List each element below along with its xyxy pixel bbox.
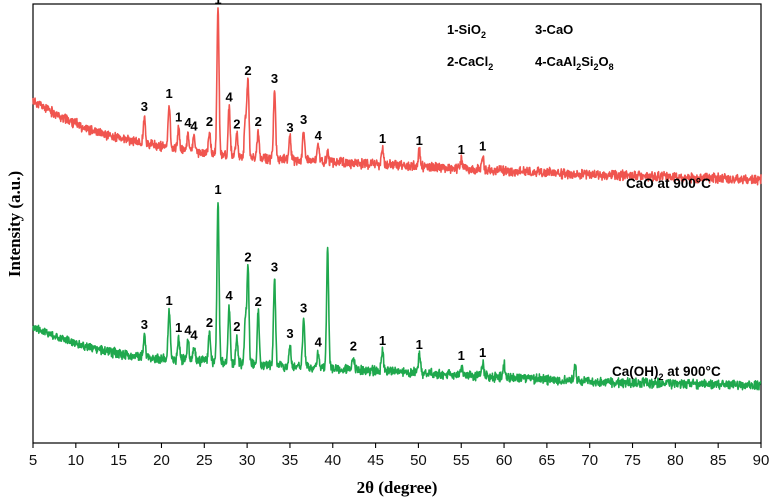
- series-label-cao: CaO at 900°C: [626, 176, 711, 191]
- peak-label: 1: [479, 345, 486, 360]
- x-tick-label: 20: [153, 452, 170, 469]
- series-label-caoh2: Ca(OH)2 at 900°C: [612, 364, 721, 382]
- peak-label: 1: [175, 320, 182, 335]
- peak-label: 2: [206, 114, 213, 129]
- peak-label: 4: [315, 334, 323, 349]
- peak-label: 2: [255, 114, 262, 129]
- peak-label: 1: [214, 182, 221, 197]
- peak-label: 1: [479, 139, 486, 154]
- x-axis-title: 2θ (degree): [357, 478, 438, 497]
- series-line-cao: [32, 7, 762, 186]
- peak-label: 4: [226, 90, 234, 105]
- x-tick-label: 75: [624, 452, 641, 469]
- peak-label: 1: [379, 131, 386, 146]
- peak-label-layer: 311442142223334111131144214222333421111: [141, 0, 487, 363]
- x-tick-label: 25: [196, 452, 213, 469]
- x-tick-label: 55: [453, 452, 470, 469]
- peak-label: 2: [206, 315, 213, 330]
- peak-label: 3: [141, 317, 148, 332]
- x-tick-label: 30: [239, 452, 256, 469]
- peak-label: 4: [190, 118, 198, 133]
- peak-label: 1: [214, 0, 221, 7]
- legend-entry-sio2: 1-SiO2: [447, 22, 486, 40]
- x-tick-label: 5: [29, 452, 37, 469]
- peak-label: 1: [458, 348, 465, 363]
- x-tick-label: 85: [710, 452, 727, 469]
- plot-frame: [32, 3, 762, 444]
- peak-label: 1: [379, 333, 386, 348]
- x-tick-label: 50: [410, 452, 427, 469]
- peak-label: 4: [190, 327, 198, 342]
- peak-label: 4: [315, 128, 323, 143]
- series-layer: [32, 7, 762, 391]
- peak-label: 4: [226, 288, 234, 303]
- peak-label: 3: [286, 326, 293, 341]
- peak-label: 3: [300, 301, 307, 316]
- series-line-caoh2: [32, 201, 762, 391]
- x-tick-label: 45: [367, 452, 384, 469]
- peak-label: 3: [271, 71, 278, 86]
- peak-label: 2: [255, 294, 262, 309]
- peak-label: 1: [166, 293, 173, 308]
- legend-entry-caal2si2o8: 4-CaAl2Si2O8: [535, 54, 614, 72]
- peak-label: 1: [458, 142, 465, 157]
- peak-label: 1: [166, 86, 173, 101]
- peak-label: 3: [271, 260, 278, 275]
- peak-label: 2: [350, 338, 357, 353]
- peak-label: 4: [184, 323, 192, 338]
- legend-entry-cacl2: 2-CaCl2: [447, 54, 493, 72]
- x-tick-label: 80: [667, 452, 684, 469]
- x-tick-label: 15: [110, 452, 127, 469]
- x-tick-label: 40: [324, 452, 341, 469]
- peak-label: 1: [416, 337, 423, 352]
- peak-label: 4: [184, 115, 192, 130]
- peak-label: 2: [233, 117, 240, 132]
- legend: 1-SiO2 3-CaO 2-CaCl2 4-CaAl2Si2O8: [447, 22, 614, 72]
- x-tick-label: 90: [753, 452, 770, 469]
- y-axis-title: Intensity (a.u.): [5, 171, 24, 277]
- x-tick-label: 65: [539, 452, 556, 469]
- peak-label: 3: [141, 99, 148, 114]
- x-tick-label: 60: [496, 452, 513, 469]
- legend-entry-cao: 3-CaO: [535, 22, 573, 37]
- peak-label: 2: [244, 63, 251, 78]
- peak-label: 1: [416, 133, 423, 148]
- peak-label: 3: [286, 120, 293, 135]
- peak-label: 3: [300, 112, 307, 127]
- x-tick-label: 70: [581, 452, 598, 469]
- x-tick-label: 35: [282, 452, 299, 469]
- peak-label: 2: [233, 319, 240, 334]
- peak-label: 1: [175, 109, 182, 124]
- x-tick-label: 10: [67, 452, 84, 469]
- peak-label: 2: [244, 249, 251, 264]
- x-axis-ticks: 5 10 15 20 25 30 35 40 45 50 55 60 65 70 75 80 85 90: [29, 443, 770, 469]
